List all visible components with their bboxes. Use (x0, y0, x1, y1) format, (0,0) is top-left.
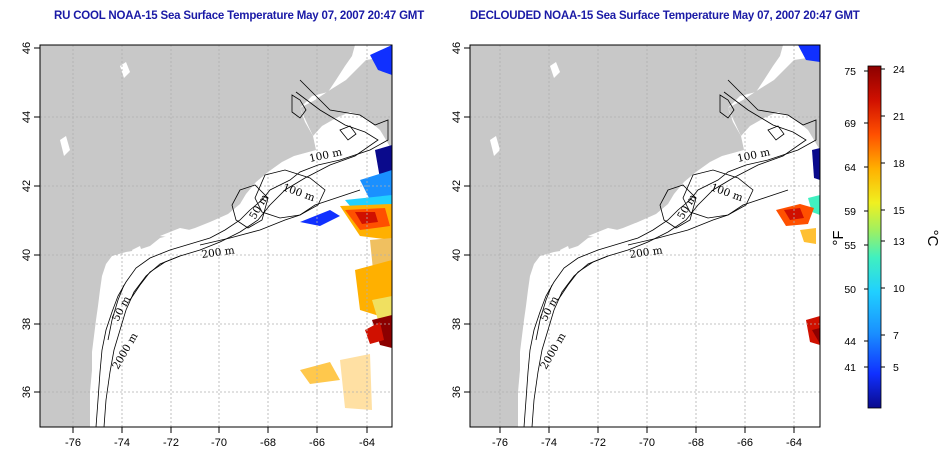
bathymetry-contours-left (95, 79, 389, 427)
celsius-tick: 15 (893, 205, 905, 217)
lon-tick: -66 (737, 437, 753, 449)
lon-tick: -76 (65, 437, 81, 449)
grid-left (40, 45, 392, 427)
svg-text:100 m: 100 m (281, 182, 316, 205)
fahrenheit-tick: 50 (844, 284, 856, 296)
colorbar: 75 69 64 59 55 50 44 41 °F 24 21 18 15 1… (830, 64, 941, 409)
lat-tick: 42 (21, 180, 33, 192)
bathymetry-contours-right (523, 79, 817, 427)
lon-tick: -64 (359, 437, 375, 449)
lat-tick: 36 (21, 386, 33, 398)
fahrenheit-tick: 69 (844, 118, 856, 130)
lon-axis-right: -76 -74 -72 -70 -68 -66 -64 (492, 427, 802, 449)
celsius-tick: 5 (893, 362, 899, 374)
lon-tick: -72 (163, 437, 179, 449)
map-panel-right: 100 m 100 m 50 m 200 m 50 m 2000 m 46 44… (451, 42, 821, 449)
lon-tick: -68 (688, 437, 704, 449)
lon-tick: -76 (492, 437, 508, 449)
celsius-tick: 7 (893, 330, 899, 342)
lat-tick: 44 (451, 111, 463, 123)
map-frame-right (469, 44, 821, 428)
lon-tick: -66 (309, 437, 325, 449)
land-mass (40, 45, 355, 427)
svg-text:2000 m: 2000 m (110, 331, 140, 372)
land-mass (470, 45, 783, 427)
lat-tick: 36 (451, 386, 463, 398)
celsius-tick: 24 (893, 64, 905, 76)
land-nova-scotia (728, 56, 820, 150)
celsius-unit: °C (924, 230, 941, 247)
lon-tick: -74 (114, 437, 130, 449)
lon-axis-left: -76 -74 -72 -70 -68 -66 -64 (65, 427, 375, 449)
map-panel-left: 100 m 100 m 50 m 200 m 50 m 2000 m 46 44… (21, 42, 393, 449)
lat-tick: 38 (451, 318, 463, 330)
lon-tick: -72 (590, 437, 606, 449)
lon-tick: -64 (786, 437, 802, 449)
map-title-right: DECLOUDED NOAA-15 Sea Surface Temperatur… (470, 10, 860, 22)
fahrenheit-unit: °F (830, 230, 847, 245)
celsius-tick: 10 (893, 283, 905, 295)
fahrenheit-tick: 75 (844, 66, 856, 78)
fahrenheit-tick: 55 (844, 240, 856, 252)
svg-text:200 m: 200 m (629, 244, 664, 261)
fahrenheit-tick: 41 (844, 362, 856, 374)
lat-tick: 46 (451, 42, 463, 54)
colorbar-celsius-axis: 24 21 18 15 13 10 7 5 °C (881, 64, 941, 374)
colorbar-gradient (867, 65, 882, 409)
lat-tick: 46 (21, 42, 33, 54)
svg-text:200 m: 200 m (201, 244, 236, 261)
lon-tick: -70 (639, 437, 655, 449)
celsius-tick: 21 (893, 111, 905, 123)
map-title-left: RU COOL NOAA-15 Sea Surface Temperature … (54, 10, 425, 22)
svg-text:100 m: 100 m (709, 182, 744, 205)
lon-tick: -74 (541, 437, 557, 449)
fahrenheit-tick: 44 (844, 336, 856, 348)
celsius-tick: 13 (893, 236, 905, 248)
fahrenheit-tick: 59 (844, 206, 856, 218)
lat-axis-left: 46 44 42 40 38 36 (21, 42, 40, 398)
svg-text:50 m: 50 m (247, 192, 271, 221)
svg-text:50 m: 50 m (675, 192, 699, 221)
lat-axis-right: 46 44 42 40 38 36 (451, 42, 470, 398)
svg-text:2000 m: 2000 m (538, 331, 568, 372)
lon-tick: -70 (211, 437, 227, 449)
lat-tick: 42 (451, 180, 463, 192)
lat-tick: 44 (21, 111, 33, 123)
lon-tick: -68 (260, 437, 276, 449)
map-frame-left (39, 44, 393, 428)
celsius-tick: 18 (893, 158, 905, 170)
lat-tick: 40 (21, 249, 33, 261)
land-nova-scotia (300, 56, 392, 150)
fahrenheit-tick: 64 (844, 162, 856, 174)
colorbar-fahrenheit-axis: 75 69 64 59 55 50 44 41 °F (830, 66, 868, 374)
lat-tick: 38 (21, 318, 33, 330)
sst-data-left (300, 45, 392, 410)
lat-tick: 40 (451, 249, 463, 261)
